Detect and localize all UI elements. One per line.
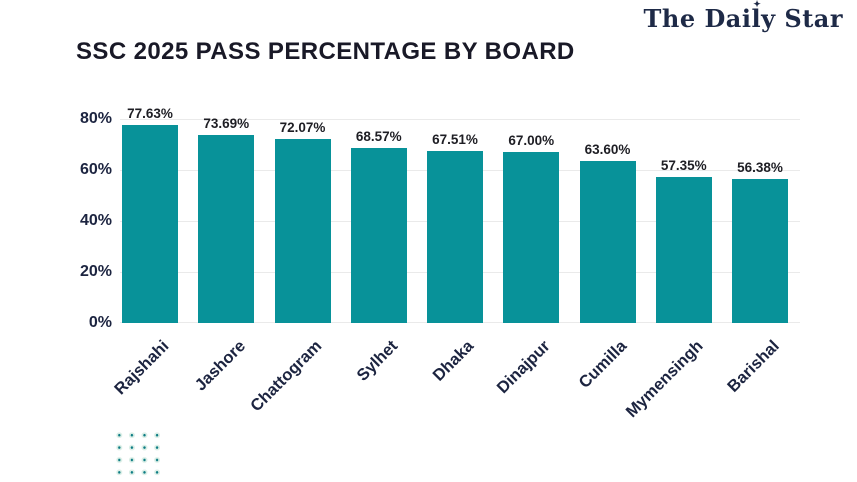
gridline [120,118,800,120]
x-axis-label: Dhaka [429,337,478,385]
bar-slot: 73.69% [198,115,255,323]
dot-grid-decoration [113,429,166,479]
y-axis-tick-label: 60% [79,161,112,178]
x-axis-label: Dinajpur [493,337,554,398]
x-axis-tick: Jashore [191,327,254,457]
x-axis-label: Jashore [191,337,249,395]
y-axis-tick-label: 40% [79,212,112,229]
bar-slot: 67.00% [503,115,560,323]
y-axis-tick-label: 0% [88,314,112,331]
x-axis-label: Sylhet [353,337,402,385]
bar-chattogram [274,139,331,323]
y-axis-tick-label: 80% [79,110,112,127]
bar-slot: 72.07% [274,115,331,323]
bar-slot: 67.51% [427,115,483,323]
bar-dhaka [427,150,483,323]
x-axis-tick: Barishal [724,327,788,457]
bar-value-label: 57.35% [660,157,707,173]
y-axis: 0% 20% 40% 60% 80% [40,110,112,331]
x-axis: Rajshahi Jashore Chattogram Sylhet Dhaka Dina… [111,327,800,457]
x-axis-label: Cumilla [575,337,631,392]
x-axis-label: Barishal [723,337,783,396]
bar-jashore [198,135,255,323]
star-icon: ✦ [753,0,762,10]
daily-star-logo: The Daily Star ✦ [643,0,843,33]
x-axis-tick: Sylhet [351,327,407,457]
daily-star-logo-text: The Daily Star [643,4,843,33]
bar-mymensingh [655,176,712,323]
y-axis-tick-label: 20% [79,263,112,280]
x-axis-tick: Chattogram [247,327,331,457]
plot-area: 77.63% 73.69% 72.07% 68.57% 67.51% 67.00% 63.6… [120,106,800,323]
bar-slot: 68.57% [350,115,407,323]
x-axis-label: Rajshahi [111,337,173,399]
bar-slot: 63.60% [579,115,636,323]
bar-dinajpur [503,152,560,323]
x-axis-tick: Mymensingh [622,327,712,457]
x-axis-label: Chattogram [247,337,326,416]
x-axis-tick: Dhaka [427,327,483,457]
bar-rajshahi [122,125,178,323]
bar-value-label: 73.69% [203,116,250,132]
bar-slot: 57.35% [655,115,712,323]
x-axis-tick: Dinajpur [494,327,559,457]
bar-value-label: 72.07% [279,120,326,136]
page-title: SSC 2025 PASS PERCENTAGE BY BOARD [76,38,575,65]
x-axis-tick: Cumilla [575,327,636,457]
bar-cumilla [579,160,636,323]
bar-value-label: 67.51% [432,131,478,147]
bar-value-label: 68.57% [355,129,402,145]
bar-value-label: 67.00% [508,133,555,149]
bar-slot: 56.38% [732,115,788,323]
bar-sylhet [350,148,407,323]
bar-value-label: 63.60% [584,141,631,157]
bar-slot: 77.63% [122,106,178,323]
bars-container: 77.63% 73.69% 72.07% 68.57% 67.51% 67.00% 63.6… [122,106,788,323]
bar-barishal [732,179,788,323]
bar-value-label: 77.63% [127,106,173,122]
bar-value-label: 56.38% [737,160,783,176]
